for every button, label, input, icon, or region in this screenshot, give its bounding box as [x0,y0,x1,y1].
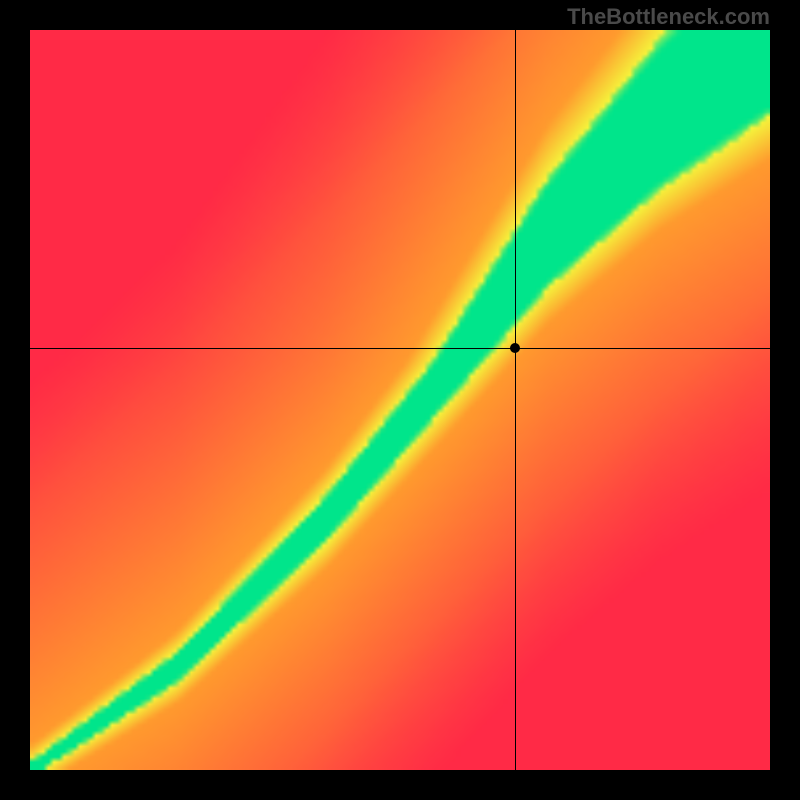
watermark-text: TheBottleneck.com [567,4,770,30]
bottleneck-heatmap-container [30,30,770,770]
crosshair-vertical [515,30,516,770]
bottleneck-heatmap [30,30,770,770]
crosshair-horizontal [30,348,770,349]
selection-marker-dot [510,343,520,353]
